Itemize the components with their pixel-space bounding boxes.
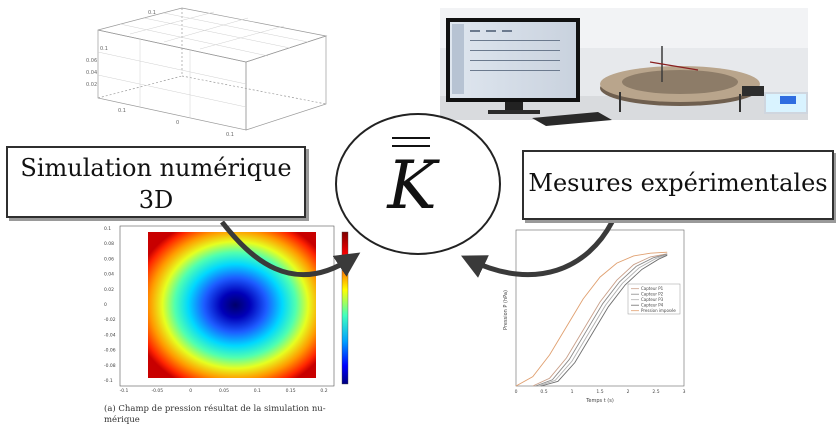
svg-text:0.1: 0.1 [100,46,108,52]
pressure-y-tick: 0.02 [104,287,114,293]
time-x-tick: 2 [627,389,630,395]
arrow-simulation-to-k [220,220,361,278]
time-x-tick: 1.5 [596,389,603,395]
pressure-y-tick: 0.06 [104,256,114,262]
pressure-x-tick: -0.05 [152,388,164,394]
time-x-tick: 1 [571,389,574,395]
simulation-3d-box-plot: 0.1 0.1 0.06 0.04 0.02 0.1 0 0.1 [86,7,328,138]
pressure-y-tick: -0.06 [104,348,116,354]
pressure-y-tick: 0.04 [104,272,114,278]
svg-text:0.1: 0.1 [226,132,234,138]
pressure-colorbar [341,231,349,385]
simulation-label-line2: 3D [138,186,174,214]
legend-entry: Capteur P3 [641,297,664,302]
pressure-y-tick: 0.08 [104,241,114,247]
time-x-tick: 2.5 [652,389,659,395]
arrow-experimental-to-k [460,220,615,278]
legend-entry: Capteur P4 [641,303,664,308]
svg-text:0.02: 0.02 [86,82,97,88]
pressure-x-tick: 0 [189,388,192,394]
pressure-x-tick: 0.1 [254,388,261,394]
pressure-y-tick: -0.04 [104,332,116,338]
experimental-label: Mesures expérimentales [528,169,828,197]
series-line [535,253,668,387]
svg-text:0.1: 0.1 [118,108,126,114]
pressure-y-tick: -0.08 [104,363,116,369]
center-circle [335,113,501,255]
legend-entry: Capteur P1 [641,286,664,291]
series-line [515,251,668,387]
simulation-label-box: Simulation numérique 3D [6,146,306,218]
experimental-setup-photo [440,8,808,126]
svg-text:0.04: 0.04 [86,70,97,76]
legend-entry: Capteur P2 [641,292,664,297]
series-line [532,253,668,387]
y-axis-label: Pression P (hPa) [503,290,509,330]
time-x-tick: 0.5 [540,389,547,395]
time-x-tick: 0 [515,389,518,395]
caption-line1: (a) Champ de pression résultat de la sim… [104,404,326,414]
pressure-x-tick: 0.05 [219,388,229,394]
svg-text:0.06: 0.06 [86,58,97,64]
svg-text:0: 0 [176,120,179,126]
pressure-x-tick: 0.2 [320,388,327,394]
k-symbol: K [386,137,440,224]
pressure-y-tick: 0.1 [104,226,111,232]
svg-text:K: K [386,147,440,224]
x-axis-label: Temps t (s) [585,398,614,404]
series-line [541,254,668,387]
caption-line2: mérique [104,415,140,425]
simulation-label-line1: Simulation numérique [20,154,292,182]
pressure-field-plot: -0.1 -0.05 0 0.05 0.1 0.15 0.2 0.1 0.08 0.06 0.04… [104,225,349,394]
pressure-x-tick: -0.1 [120,388,129,394]
pressure-heatmap [148,232,316,378]
time-x-tick: 3 [683,389,686,395]
svg-text:0.1: 0.1 [148,10,156,16]
pressure-plot-caption: (a) Champ de pression résultat de la sim… [104,404,379,426]
pressure-y-tick: -0.1 [104,378,113,384]
pressure-x-tick: 0.15 [286,388,296,394]
pressure-y-tick: 0 [104,302,107,308]
series-line [538,254,668,387]
legend-entry: Pression imposée [641,308,676,313]
pressure-y-tick: -0.02 [104,317,116,323]
experimental-label-box: Mesures expérimentales [522,150,834,220]
